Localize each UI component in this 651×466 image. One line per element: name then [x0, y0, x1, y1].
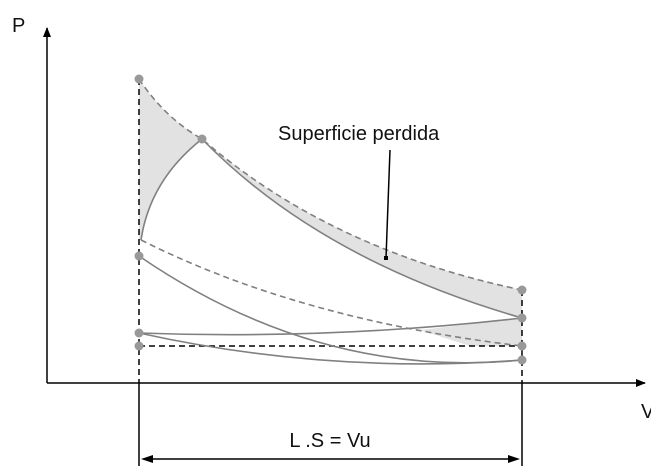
lost-area [420, 318, 522, 346]
x-axis-label: V [641, 401, 651, 423]
annotation: Superficie perdida [278, 123, 440, 145]
dimension-label: L .S = Vu [289, 430, 370, 452]
leader-dot [384, 256, 388, 260]
y-axis-label: P [12, 15, 25, 37]
real-curve [140, 137, 523, 319]
ideal-curve [138, 78, 523, 291]
points [134, 74, 527, 365]
real-curve [138, 317, 523, 336]
leader-line [385, 149, 391, 259]
lost-area [139, 79, 522, 318]
real-curve [138, 255, 523, 364]
real-curve [138, 332, 523, 365]
